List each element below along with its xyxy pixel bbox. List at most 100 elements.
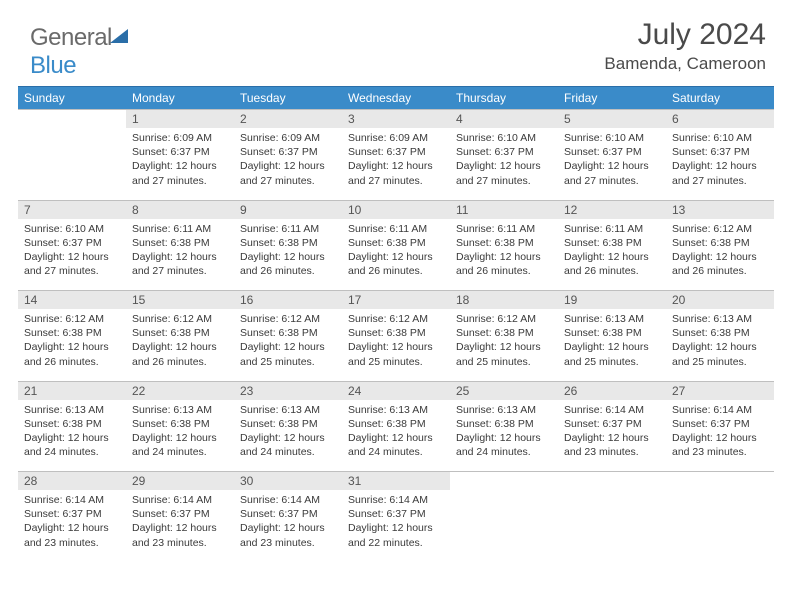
daylight-text: and 26 minutes. bbox=[24, 355, 120, 369]
daylight-text: and 25 minutes. bbox=[564, 355, 660, 369]
sunrise-text: Sunrise: 6:13 AM bbox=[672, 312, 768, 326]
day-cell: Sunrise: 6:13 AMSunset: 6:38 PMDaylight:… bbox=[342, 400, 450, 472]
day-cell: Sunrise: 6:12 AMSunset: 6:38 PMDaylight:… bbox=[666, 219, 774, 291]
sunrise-text: Sunrise: 6:14 AM bbox=[24, 493, 120, 507]
sunrise-text: Sunrise: 6:11 AM bbox=[132, 222, 228, 236]
calendar-table: Sunday Monday Tuesday Wednesday Thursday… bbox=[18, 86, 774, 562]
day-number: 14 bbox=[18, 291, 126, 310]
sunset-text: Sunset: 6:38 PM bbox=[240, 326, 336, 340]
sunrise-text: Sunrise: 6:10 AM bbox=[564, 131, 660, 145]
day-cell: Sunrise: 6:14 AMSunset: 6:37 PMDaylight:… bbox=[558, 400, 666, 472]
day-number: 16 bbox=[234, 291, 342, 310]
daylight-text: Daylight: 12 hours bbox=[672, 431, 768, 445]
sunrise-text: Sunrise: 6:12 AM bbox=[672, 222, 768, 236]
day-number: 11 bbox=[450, 200, 558, 219]
day-cell bbox=[18, 128, 126, 200]
daylight-text: Daylight: 12 hours bbox=[672, 250, 768, 264]
sunset-text: Sunset: 6:38 PM bbox=[564, 236, 660, 250]
sunset-text: Sunset: 6:37 PM bbox=[348, 507, 444, 521]
sunrise-text: Sunrise: 6:14 AM bbox=[132, 493, 228, 507]
daylight-text: and 26 minutes. bbox=[456, 264, 552, 278]
sunrise-text: Sunrise: 6:14 AM bbox=[240, 493, 336, 507]
day-number bbox=[558, 472, 666, 491]
day-cell: Sunrise: 6:10 AMSunset: 6:37 PMDaylight:… bbox=[666, 128, 774, 200]
day-cell: Sunrise: 6:14 AMSunset: 6:37 PMDaylight:… bbox=[234, 490, 342, 562]
sunset-text: Sunset: 6:37 PM bbox=[24, 236, 120, 250]
day-number: 3 bbox=[342, 110, 450, 129]
sunset-text: Sunset: 6:38 PM bbox=[348, 326, 444, 340]
sunrise-text: Sunrise: 6:12 AM bbox=[132, 312, 228, 326]
day-number: 24 bbox=[342, 381, 450, 400]
sunrise-text: Sunrise: 6:13 AM bbox=[348, 403, 444, 417]
daylight-text: and 24 minutes. bbox=[132, 445, 228, 459]
daylight-text: and 24 minutes. bbox=[456, 445, 552, 459]
sunset-text: Sunset: 6:38 PM bbox=[240, 236, 336, 250]
daylight-text: Daylight: 12 hours bbox=[348, 159, 444, 173]
sunset-text: Sunset: 6:38 PM bbox=[24, 417, 120, 431]
sunset-text: Sunset: 6:38 PM bbox=[24, 326, 120, 340]
daylight-text: and 26 minutes. bbox=[132, 355, 228, 369]
sunrise-text: Sunrise: 6:13 AM bbox=[456, 403, 552, 417]
day-number: 1 bbox=[126, 110, 234, 129]
daynum-row: 14151617181920 bbox=[18, 291, 774, 310]
day-number: 8 bbox=[126, 200, 234, 219]
daylight-text: Daylight: 12 hours bbox=[456, 159, 552, 173]
day-cell: Sunrise: 6:11 AMSunset: 6:38 PMDaylight:… bbox=[558, 219, 666, 291]
daylight-text: and 23 minutes. bbox=[24, 536, 120, 550]
day-cell: Sunrise: 6:13 AMSunset: 6:38 PMDaylight:… bbox=[558, 309, 666, 381]
day-cell: Sunrise: 6:14 AMSunset: 6:37 PMDaylight:… bbox=[126, 490, 234, 562]
content-row: Sunrise: 6:09 AMSunset: 6:37 PMDaylight:… bbox=[18, 128, 774, 200]
day-cell: Sunrise: 6:13 AMSunset: 6:38 PMDaylight:… bbox=[666, 309, 774, 381]
daylight-text: and 25 minutes. bbox=[456, 355, 552, 369]
day-number: 12 bbox=[558, 200, 666, 219]
logo-triangle-icon bbox=[110, 22, 128, 50]
daylight-text: and 27 minutes. bbox=[672, 174, 768, 188]
sunset-text: Sunset: 6:38 PM bbox=[456, 326, 552, 340]
daylight-text: Daylight: 12 hours bbox=[564, 431, 660, 445]
day-cell: Sunrise: 6:12 AMSunset: 6:38 PMDaylight:… bbox=[342, 309, 450, 381]
day-number: 18 bbox=[450, 291, 558, 310]
daylight-text: and 27 minutes. bbox=[456, 174, 552, 188]
sunset-text: Sunset: 6:37 PM bbox=[672, 417, 768, 431]
day-cell bbox=[450, 490, 558, 562]
day-number: 28 bbox=[18, 472, 126, 491]
sunset-text: Sunset: 6:38 PM bbox=[132, 326, 228, 340]
day-cell: Sunrise: 6:11 AMSunset: 6:38 PMDaylight:… bbox=[342, 219, 450, 291]
day-cell bbox=[666, 490, 774, 562]
daylight-text: Daylight: 12 hours bbox=[132, 340, 228, 354]
day-cell: Sunrise: 6:13 AMSunset: 6:38 PMDaylight:… bbox=[450, 400, 558, 472]
sunrise-text: Sunrise: 6:13 AM bbox=[564, 312, 660, 326]
daylight-text: and 26 minutes. bbox=[564, 264, 660, 278]
daylight-text: Daylight: 12 hours bbox=[240, 340, 336, 354]
day-number: 20 bbox=[666, 291, 774, 310]
daylight-text: and 26 minutes. bbox=[240, 264, 336, 278]
sunrise-text: Sunrise: 6:13 AM bbox=[240, 403, 336, 417]
sunset-text: Sunset: 6:37 PM bbox=[564, 417, 660, 431]
day-number: 4 bbox=[450, 110, 558, 129]
daylight-text: Daylight: 12 hours bbox=[348, 340, 444, 354]
day-cell: Sunrise: 6:09 AMSunset: 6:37 PMDaylight:… bbox=[234, 128, 342, 200]
day-number: 2 bbox=[234, 110, 342, 129]
daylight-text: and 26 minutes. bbox=[672, 264, 768, 278]
day-number: 30 bbox=[234, 472, 342, 491]
sunset-text: Sunset: 6:37 PM bbox=[240, 507, 336, 521]
daynum-row: 28293031 bbox=[18, 472, 774, 491]
sunrise-text: Sunrise: 6:14 AM bbox=[564, 403, 660, 417]
day-number: 27 bbox=[666, 381, 774, 400]
sunset-text: Sunset: 6:37 PM bbox=[456, 145, 552, 159]
day-number: 9 bbox=[234, 200, 342, 219]
daylight-text: and 24 minutes. bbox=[24, 445, 120, 459]
sunrise-text: Sunrise: 6:12 AM bbox=[456, 312, 552, 326]
day-cell: Sunrise: 6:14 AMSunset: 6:37 PMDaylight:… bbox=[342, 490, 450, 562]
day-number: 23 bbox=[234, 381, 342, 400]
day-cell: Sunrise: 6:10 AMSunset: 6:37 PMDaylight:… bbox=[558, 128, 666, 200]
sunset-text: Sunset: 6:38 PM bbox=[564, 326, 660, 340]
sunset-text: Sunset: 6:37 PM bbox=[132, 507, 228, 521]
content-row: Sunrise: 6:10 AMSunset: 6:37 PMDaylight:… bbox=[18, 219, 774, 291]
day-cell: Sunrise: 6:12 AMSunset: 6:38 PMDaylight:… bbox=[18, 309, 126, 381]
daylight-text: Daylight: 12 hours bbox=[348, 431, 444, 445]
daylight-text: Daylight: 12 hours bbox=[132, 159, 228, 173]
day-number bbox=[18, 110, 126, 129]
day-cell: Sunrise: 6:12 AMSunset: 6:38 PMDaylight:… bbox=[234, 309, 342, 381]
content-row: Sunrise: 6:14 AMSunset: 6:37 PMDaylight:… bbox=[18, 490, 774, 562]
